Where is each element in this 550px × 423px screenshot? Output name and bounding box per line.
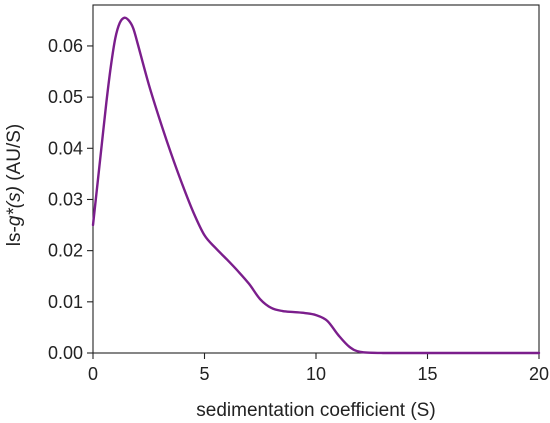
- y-axis-label: ls-g*(s) (AU/S): [4, 124, 25, 246]
- plot-frame: [93, 5, 539, 353]
- y-tick-label: 0.03: [48, 189, 83, 209]
- x-axis-label: sedimentation coefficient (S): [196, 400, 435, 421]
- y-tick-label: 0.02: [48, 241, 83, 261]
- y-tick-label: 0.01: [48, 292, 83, 312]
- y-axis-label-prefix: ls-: [4, 226, 25, 246]
- y-tick-label: 0.05: [48, 87, 83, 107]
- y-tick-label: 0.04: [48, 138, 83, 158]
- x-tick-label: 0: [88, 364, 98, 384]
- x-tick-label: 15: [417, 364, 437, 384]
- y-axis-ticks: 0.00 0.01 0.02 0.03 0.04 0.05 0.06: [48, 36, 93, 363]
- x-tick-label: 20: [529, 364, 549, 384]
- series-layer: [93, 18, 539, 353]
- y-axis-label-suffix: (AU/S): [4, 124, 25, 186]
- y-tick-label: 0.06: [48, 36, 83, 56]
- series-line-0: [93, 18, 539, 353]
- axes: [93, 5, 539, 353]
- y-tick-label: 0.00: [48, 343, 83, 363]
- y-axis-label-italic: g*(s): [4, 186, 25, 226]
- x-tick-label: 10: [306, 364, 326, 384]
- x-axis-ticks: 0 5 10 15 20: [88, 353, 549, 384]
- x-tick-label: 5: [199, 364, 209, 384]
